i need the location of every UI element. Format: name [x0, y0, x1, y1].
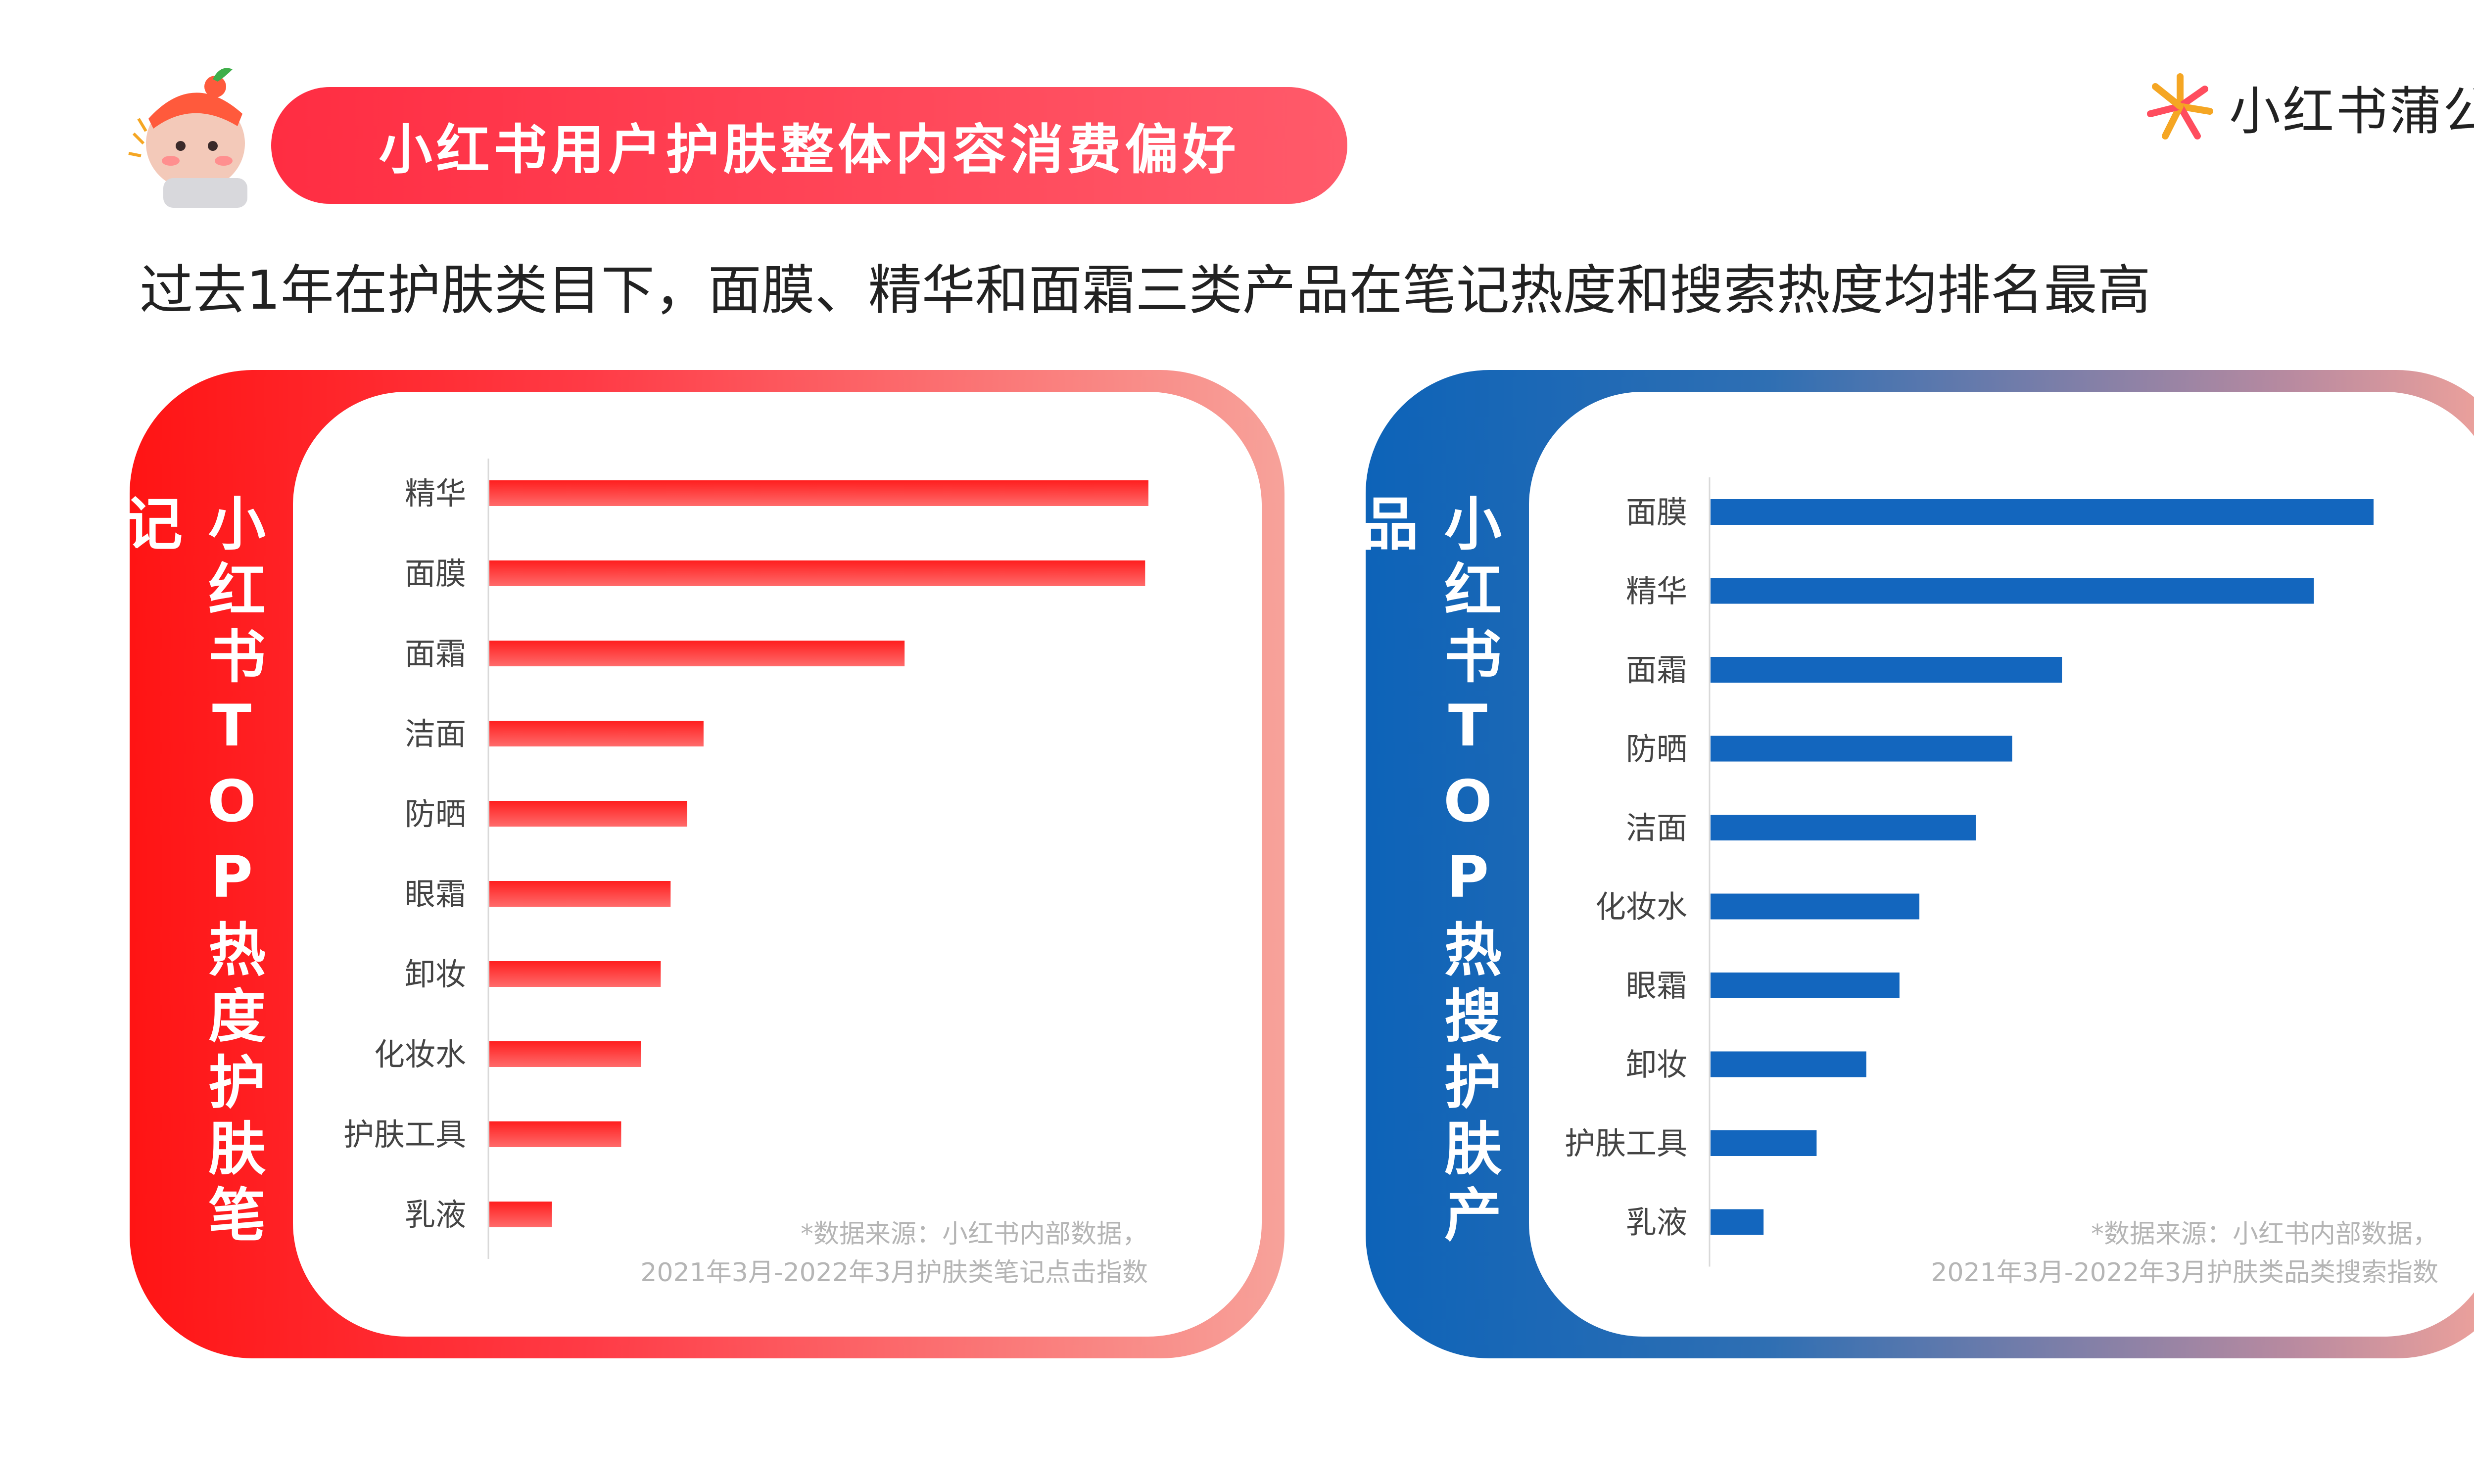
bar-面膜	[1711, 499, 2374, 525]
category-label: 化妆水	[1595, 889, 1687, 925]
page-title: 小红书用户护肤整体内容消费偏好	[271, 87, 1347, 204]
bar-护肤工具	[489, 1121, 621, 1147]
search-source-line-2: 2021年3月-2022年3月护肤类品类搜索指数	[1931, 1258, 2438, 1288]
notes-source-line-1: *数据来源：小红书内部数据，	[800, 1219, 1148, 1249]
category-label: 化妆水	[374, 1036, 466, 1072]
category-label: 乳液	[1626, 1205, 1687, 1241]
bar-防晒	[1711, 736, 2012, 762]
bar-卸妆	[1711, 1051, 1866, 1077]
category-label: 眼霜	[1626, 968, 1687, 1004]
search-source-note: *数据来源：小红书内部数据， 2021年3月-2022年3月护肤类品类搜索指数	[1931, 1215, 2438, 1292]
category-label: 面膜	[405, 556, 466, 592]
search-chart-area: 面膜精华面霜防晒洁面化妆水眼霜卸妆护肤工具乳液 *数据来源：小红书内部数据， 2…	[1529, 392, 2474, 1337]
category-label: 精华	[1626, 573, 1687, 609]
notes-source-line-2: 2021年3月-2022年3月护肤类笔记点击指数	[640, 1258, 1148, 1288]
bar-精华	[489, 480, 1148, 506]
category-label: 眼霜	[405, 876, 466, 912]
bar-面霜	[1711, 657, 2062, 683]
bar-卸妆	[489, 961, 661, 987]
category-label: 面膜	[1626, 494, 1687, 530]
bar-眼霜	[1711, 973, 1900, 998]
notes-chart-panel: 小红书TOP热度护肤笔记 精华面膜面霜洁面防晒眼霜卸妆化妆水护肤工具乳液 *数据…	[130, 370, 1285, 1358]
category-label: 卸妆	[1626, 1047, 1687, 1083]
bar-护肤工具	[1711, 1130, 1817, 1156]
category-label: 乳液	[405, 1197, 466, 1233]
brand-logo: 小红书蒲公英	[2143, 69, 2474, 143]
category-label: 面霜	[405, 636, 466, 672]
bar-精华	[1711, 578, 2314, 604]
bar-面膜	[489, 560, 1145, 586]
bar-化妆水	[489, 1041, 641, 1067]
category-label: 防晒	[1626, 731, 1687, 767]
notes-chart-title: 小红书TOP热度护肤笔记	[130, 494, 265, 1251]
bar-面霜	[489, 641, 905, 666]
bar-洁面	[1711, 815, 1976, 840]
subtitle: 过去1年在护肤类目下，面膜、精华和面霜三类产品在笔记热度和搜索热度均排名最高	[140, 260, 2151, 322]
category-label: 护肤工具	[343, 1116, 466, 1153]
bar-乳液	[489, 1202, 552, 1227]
bar-眼霜	[489, 881, 671, 907]
mascot-illustration	[128, 68, 247, 208]
dandelion-icon	[2146, 73, 2213, 139]
category-label: 护肤工具	[1565, 1125, 1687, 1161]
category-label: 面霜	[1626, 652, 1687, 688]
bar-洁面	[489, 721, 704, 746]
bar-防晒	[489, 801, 687, 827]
bar-乳液	[1711, 1209, 1764, 1235]
category-label: 洁面	[405, 716, 466, 752]
search-chart-title: 小红书TOP热搜护肤产品	[1366, 494, 1501, 1251]
brand-name: 小红书蒲公英	[2229, 81, 2474, 141]
category-label: 防晒	[405, 796, 466, 832]
category-label: 精华	[405, 475, 466, 511]
category-label: 卸妆	[405, 956, 466, 992]
notes-chart-area: 精华面膜面霜洁面防晒眼霜卸妆化妆水护肤工具乳液 *数据来源：小红书内部数据， 2…	[293, 392, 1262, 1337]
bar-化妆水	[1711, 893, 1920, 920]
search-source-line-1: *数据来源：小红书内部数据，	[2091, 1219, 2438, 1249]
notes-source-note: *数据来源：小红书内部数据， 2021年3月-2022年3月护肤类笔记点击指数	[640, 1215, 1148, 1292]
search-chart-panel: 小红书TOP热搜护肤产品 面膜精华面霜防晒洁面化妆水眼霜卸妆护肤工具乳液 *数据…	[1366, 370, 2474, 1358]
category-label: 洁面	[1626, 810, 1687, 846]
